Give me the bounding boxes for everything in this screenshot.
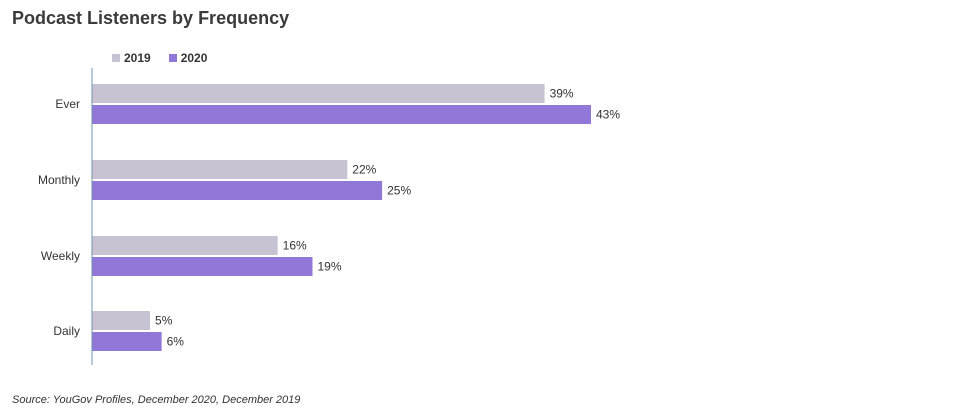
category-label-daily: Daily: [53, 324, 80, 338]
data-label-monthly-2019: 22%: [352, 163, 376, 177]
bar-daily-2019: [92, 311, 151, 330]
bar-monthly-2020: [92, 181, 383, 200]
legend-item-2019: 2019: [112, 51, 151, 65]
legend-label-2019: 2019: [124, 51, 151, 65]
bar-monthly-2019: [92, 160, 348, 179]
data-label-ever-2019: 39%: [550, 87, 574, 101]
data-label-daily-2019: 5%: [155, 314, 173, 328]
data-label-weekly-2020: 19%: [317, 260, 341, 274]
legend-label-2020: 2020: [180, 51, 208, 65]
data-label-weekly-2019: 16%: [283, 239, 307, 253]
bar-weekly-2019: [92, 236, 278, 255]
bar-ever-2019: [92, 84, 545, 103]
category-label-ever: Ever: [55, 97, 80, 111]
legend: 2019 2020: [112, 51, 207, 65]
chart-title: Podcast Listeners by Frequency: [12, 8, 290, 28]
bar-weekly-2020: [92, 257, 313, 276]
category-label-weekly: Weekly: [41, 249, 80, 263]
bar-daily-2020: [92, 332, 162, 351]
source-note: Source: YouGov Profiles, December 2020, …: [12, 394, 301, 406]
legend-item-2020: 2020: [168, 51, 208, 65]
data-label-ever-2020: 43%: [596, 108, 620, 122]
category-label-monthly: Monthly: [38, 173, 80, 187]
legend-swatch-2020: [168, 54, 177, 62]
data-label-daily-2020: 6%: [167, 335, 185, 349]
bar-ever-2020: [92, 105, 591, 124]
data-label-monthly-2020: 25%: [387, 184, 411, 198]
legend-swatch-2019: [112, 54, 120, 62]
